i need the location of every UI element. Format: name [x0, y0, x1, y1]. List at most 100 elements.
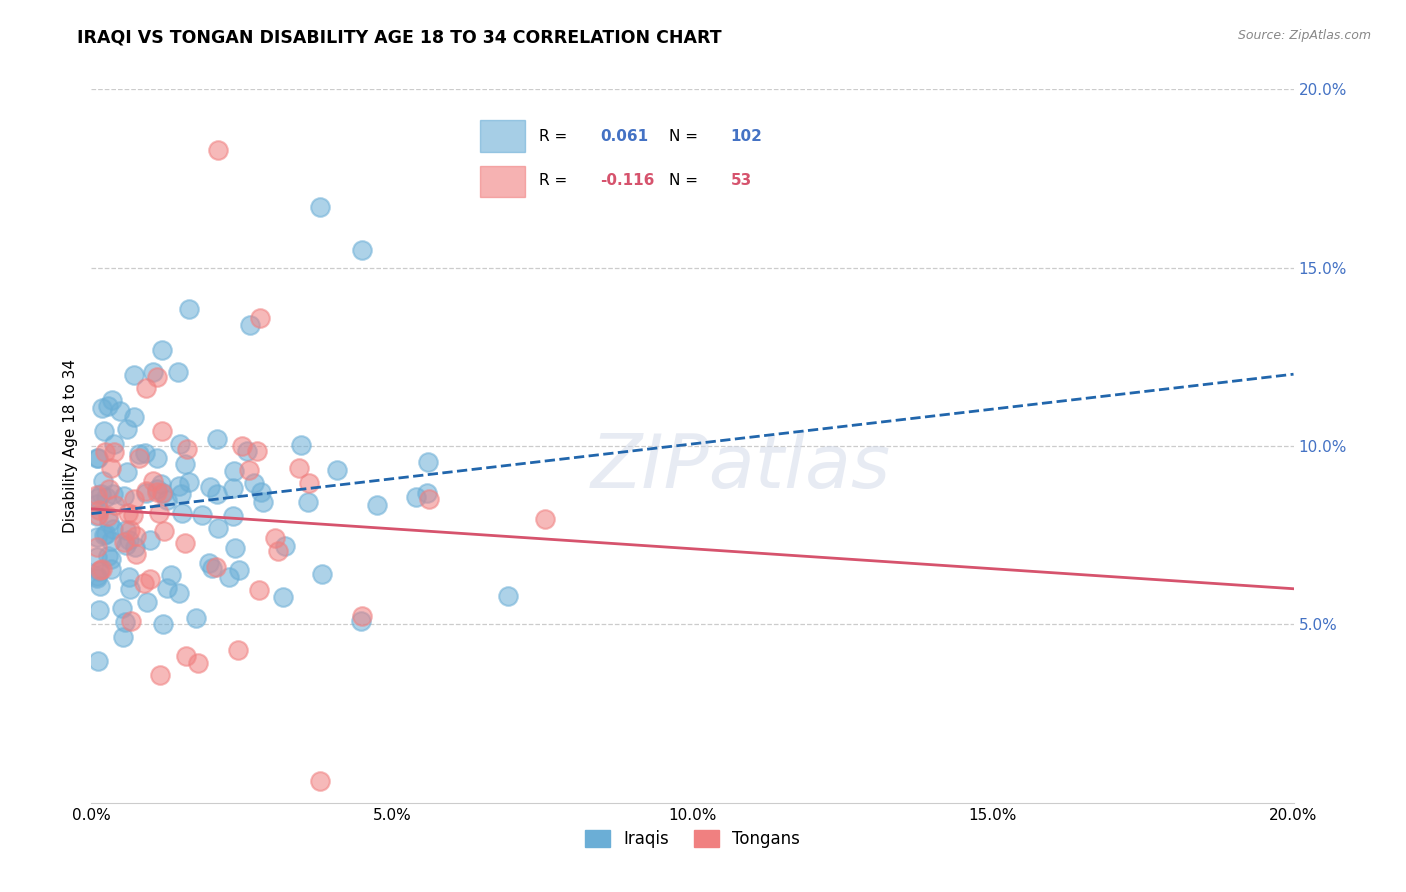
Point [117, 507, 139, 521]
Point [148, 506, 170, 520]
Point [86, 450, 108, 465]
Point [366, 498, 388, 512]
Point [91, 562, 114, 576]
Point [128, 447, 150, 461]
Point [122, 492, 145, 507]
Point [108, 404, 131, 418]
Point [149, 476, 172, 491]
Point [231, 438, 253, 452]
Point [90, 487, 112, 501]
Point [94, 445, 117, 459]
Point [135, 381, 157, 395]
Point [135, 485, 157, 500]
Point [176, 442, 198, 457]
Point [222, 509, 245, 524]
Point [150, 343, 173, 357]
Point [115, 538, 138, 552]
Point [152, 524, 174, 539]
Y-axis label: Disability Age 18 to 34: Disability Age 18 to 34 [63, 359, 79, 533]
Point [100, 552, 122, 566]
Point [139, 572, 162, 586]
Point [94, 491, 117, 505]
Point [198, 556, 221, 570]
Point [86, 497, 108, 511]
Point [274, 539, 297, 553]
Point [112, 535, 135, 549]
Text: IRAQI VS TONGAN DISABILITY AGE 18 TO 34 CORRELATION CHART: IRAQI VS TONGAN DISABILITY AGE 18 TO 34 … [77, 29, 721, 46]
Point [86, 451, 108, 466]
Point [100, 562, 122, 576]
Point [236, 444, 259, 458]
Point [97, 399, 120, 413]
Point [174, 649, 197, 664]
Point [86, 530, 108, 544]
Point [114, 489, 136, 503]
Point [418, 491, 440, 506]
Point [167, 479, 190, 493]
Legend: Iraqis, Tongans: Iraqis, Tongans [578, 823, 807, 855]
Point [98, 482, 121, 496]
Point [91, 401, 114, 415]
Point [89, 563, 111, 577]
Point [97, 549, 120, 563]
Point [86, 571, 108, 585]
Point [103, 436, 125, 450]
Point [222, 464, 245, 478]
Point [167, 586, 190, 600]
Point [267, 543, 290, 558]
Point [238, 463, 260, 477]
Point [100, 461, 122, 475]
Point [125, 529, 148, 543]
Point [86, 488, 108, 502]
Point [87, 654, 110, 668]
Point [122, 410, 145, 425]
Point [177, 475, 200, 489]
Point [352, 608, 374, 623]
Point [534, 512, 557, 526]
Point [325, 463, 347, 477]
Point [218, 570, 240, 584]
Point [288, 461, 311, 475]
Point [224, 541, 246, 556]
Point [146, 482, 169, 496]
Point [104, 498, 127, 512]
Point [250, 485, 273, 500]
Point [93, 424, 115, 438]
Point [150, 424, 173, 438]
Point [311, 567, 333, 582]
Point [298, 476, 321, 491]
Point [124, 540, 146, 554]
Point [146, 484, 169, 499]
Point [205, 487, 228, 501]
Point [290, 438, 312, 452]
Point [146, 450, 169, 465]
Point [204, 559, 226, 574]
Point [118, 582, 141, 596]
Point [117, 465, 139, 479]
Text: Source: ZipAtlas.com: Source: ZipAtlas.com [1237, 29, 1371, 42]
Point [87, 564, 110, 578]
Point [177, 301, 200, 316]
Point [135, 483, 157, 498]
Point [191, 508, 214, 522]
Point [86, 549, 108, 564]
Point [308, 200, 330, 214]
Point [243, 476, 266, 491]
Point [152, 486, 174, 500]
Point [118, 523, 141, 537]
Point [100, 534, 122, 549]
Point [101, 487, 124, 501]
Point [159, 567, 181, 582]
Point [271, 591, 294, 605]
Point [142, 365, 165, 379]
Point [150, 486, 173, 500]
Point [94, 527, 117, 541]
Point [136, 595, 159, 609]
Point [496, 589, 519, 603]
Point [169, 437, 191, 451]
Point [252, 494, 274, 508]
Point [89, 502, 111, 516]
Point [118, 570, 141, 584]
Point [205, 432, 228, 446]
Point [101, 522, 124, 536]
